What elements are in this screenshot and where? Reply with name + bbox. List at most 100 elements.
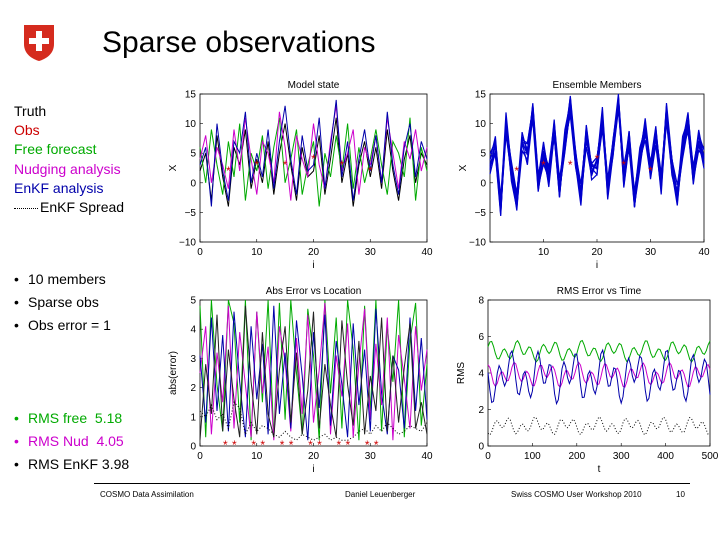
series-line-truth (199, 305, 428, 441)
footer-center: Daniel Leuenberger (345, 490, 416, 499)
series-line-free-forecast (487, 339, 711, 363)
obs-marker: * (311, 152, 316, 166)
legend: Truth Obs Free forecast Nudging analysis… (14, 102, 124, 217)
obs-marker: * (368, 164, 373, 178)
obs-marker: * (514, 164, 519, 178)
obs-marker: * (337, 438, 342, 452)
y-tick-label: 1 (190, 412, 196, 423)
x-tick-label: 10 (538, 247, 550, 258)
footer-left: COSMO Data Assimilation (100, 490, 194, 499)
rms-free-item: RMS free 5.18 (14, 407, 129, 430)
x-tick-label: 30 (365, 451, 377, 462)
obs-marker: * (223, 438, 228, 452)
rms-error-chart: RMS Error vs Time t RMS 0 100 200 300 400 500 8 6 4… (456, 286, 719, 475)
dotted-line-icon (14, 207, 38, 209)
y-tick-label: 2 (190, 383, 196, 394)
obs-marker: * (340, 158, 345, 172)
bullets-top: 10 members Sparse obs Obs error = 1 (14, 268, 111, 337)
y-tick-label: 0 (480, 178, 486, 189)
series-line-enkf-analysis (487, 348, 711, 406)
x-tick-label: 100 (524, 451, 541, 462)
y-tick-label: 5 (190, 149, 196, 160)
legend-truth: Truth (14, 103, 47, 119)
rms-enkf-label: RMS EnKF (28, 456, 99, 472)
x-axis-label: i (596, 260, 598, 271)
x-tick-label: 30 (365, 247, 377, 258)
rms-free-value: 5.18 (94, 410, 123, 426)
y-tick-label: −5 (475, 208, 487, 219)
obs-marker: * (260, 438, 265, 452)
y-tick-label: 4 (478, 369, 484, 380)
rms-nud-value: 4.05 (96, 433, 124, 449)
bullet-item: Obs error = 1 (14, 314, 111, 337)
x-tick-label: 40 (421, 451, 433, 462)
y-tick-label: 0 (190, 442, 196, 453)
y-tick-label: 4 (190, 325, 196, 336)
y-tick-label: 5 (190, 296, 196, 307)
obs-marker: * (541, 158, 546, 172)
bullets-bottom: RMS free 5.18 RMS Nud 4.05 RMS EnKF 3.98 (14, 407, 129, 476)
bullet-item: 10 members (14, 268, 111, 291)
obs-marker: * (232, 438, 237, 452)
y-tick-label: 15 (185, 90, 197, 101)
footer-right: Swiss COSMO User Workshop 2010 (511, 490, 642, 499)
obs-marker: * (374, 438, 379, 452)
y-tick-label: 3 (190, 354, 196, 365)
series-line-free-forecast (199, 299, 428, 441)
legend-enkf: EnKF analysis (14, 179, 104, 196)
x-axis-label: i (312, 260, 314, 271)
y-tick-label: 15 (475, 90, 487, 101)
slide-title: Sparse observations (102, 26, 376, 59)
x-tick-label: 200 (568, 451, 585, 462)
y-tick-label: 0 (190, 178, 196, 189)
obs-marker: * (317, 438, 322, 452)
obs-marker: * (648, 164, 653, 178)
x-tick-label: 0 (485, 451, 491, 462)
chart-title: Abs Error vs Location (266, 286, 362, 297)
chart-title: RMS Error vs Time (557, 286, 642, 297)
x-tick-label: 20 (308, 451, 320, 462)
page-number: 10 (676, 490, 685, 499)
y-tick-label: 10 (475, 119, 487, 130)
x-tick-label: 0 (197, 451, 203, 462)
obs-marker: * (289, 438, 294, 452)
series-line-free-forecast (199, 117, 428, 207)
series-line-enkf-spread (199, 401, 428, 441)
obs-marker: * (595, 152, 600, 166)
obs-marker: * (283, 158, 288, 172)
x-tick-label: 20 (308, 247, 320, 258)
y-tick-label: 5 (480, 149, 486, 160)
x-tick-label: 30 (645, 247, 657, 258)
y-axis-label: RMS (456, 362, 467, 385)
y-tick-label: −10 (469, 238, 486, 249)
x-axis-label: t (598, 464, 601, 475)
obs-marker: * (254, 158, 259, 172)
x-tick-label: 500 (702, 451, 719, 462)
model-state-chart: Model state i X 0 10 20 30 40 15 10 5 0 −5 −10 * * * * * * (168, 80, 433, 271)
swiss-emblem-icon (24, 25, 54, 61)
rms-free-label: RMS free (28, 410, 88, 426)
x-tick-label: 10 (251, 247, 263, 258)
y-tick-label: 0 (478, 442, 484, 453)
legend-enkf-spread: EnKF Spread (40, 199, 125, 216)
y-tick-label: −5 (185, 208, 197, 219)
ensemble-member-line (489, 100, 705, 210)
y-tick-label: 2 (478, 405, 484, 416)
rms-nud-label: RMS Nud (28, 433, 89, 449)
x-tick-label: 40 (421, 247, 433, 258)
x-tick-label: 20 (591, 247, 603, 258)
y-tick-label: −10 (179, 238, 196, 249)
ensemble-member-line (489, 96, 705, 217)
x-tick-label: 300 (613, 451, 630, 462)
legend-nudging: Nudging analysis (14, 160, 121, 177)
footer-rule (94, 483, 690, 484)
rms-enkf-value: 3.98 (101, 456, 130, 472)
y-tick-label: 6 (478, 332, 484, 343)
legend-free-forecast: Free forecast (14, 141, 97, 158)
rms-nud-item: RMS Nud 4.05 (14, 430, 129, 453)
chart-title: Model state (288, 80, 340, 91)
x-tick-label: 40 (698, 247, 710, 258)
obs-marker: * (308, 438, 313, 452)
obs-marker: * (346, 438, 351, 452)
